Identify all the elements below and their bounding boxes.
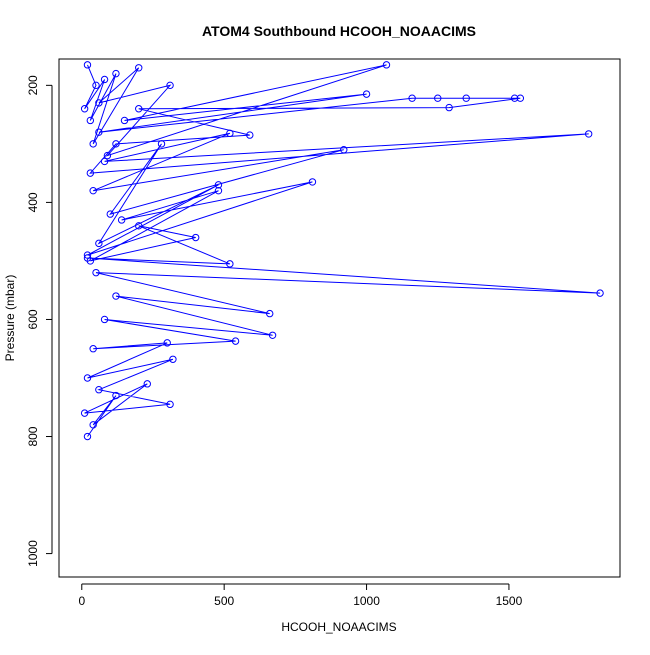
data-point	[143, 380, 151, 388]
data-point	[362, 90, 371, 98]
chart-title: ATOM4 Southbound HCOOH_NOAACIMS	[202, 23, 476, 39]
data-point	[226, 129, 234, 138]
y-tick-label: 600	[26, 309, 40, 329]
x-tick-label: 0	[78, 594, 85, 608]
y-axis: 200 400 600 800 1000	[26, 75, 53, 567]
data-point	[83, 61, 92, 69]
data-point	[95, 386, 103, 394]
y-tick-label: 200	[26, 75, 40, 95]
data-point	[268, 331, 277, 339]
data-point	[83, 374, 92, 382]
x-tick-label: 500	[214, 594, 234, 608]
data-point	[89, 186, 97, 195]
data-point	[266, 309, 274, 318]
data-point	[92, 81, 100, 90]
data-point	[103, 151, 112, 160]
data-point	[382, 61, 391, 69]
data-point	[135, 105, 143, 113]
data-point	[246, 131, 254, 139]
data-point	[83, 251, 92, 259]
data-point	[92, 268, 100, 277]
data-point	[112, 292, 120, 300]
data-point	[596, 289, 604, 297]
data-point	[157, 140, 166, 148]
series-line	[84, 64, 601, 437]
data-point	[89, 345, 97, 353]
data-point	[86, 169, 95, 177]
data-point	[100, 75, 109, 84]
data-point	[112, 140, 120, 148]
data-point	[89, 140, 97, 148]
data-point	[112, 69, 120, 78]
x-tick-label: 1500	[496, 594, 523, 608]
data-point	[112, 391, 120, 400]
data-point	[95, 128, 103, 136]
data-point	[83, 432, 92, 441]
data-point	[445, 103, 453, 112]
data-point	[95, 239, 103, 248]
data-point	[80, 409, 89, 417]
data-point	[80, 105, 89, 113]
data-point	[163, 339, 171, 347]
data-point	[191, 233, 200, 242]
data-point	[86, 116, 95, 125]
data-point	[95, 99, 103, 107]
data-point	[166, 81, 174, 90]
y-axis-label: Pressure (mbar)	[3, 275, 17, 362]
data-point	[510, 94, 519, 102]
plot-frame	[58, 58, 621, 578]
x-axis-label: HCOOH_NOAACIMS	[281, 620, 396, 634]
y-tick-label: 800	[26, 426, 40, 446]
data-point	[434, 94, 442, 102]
data-point	[226, 260, 234, 268]
x-tick-label: 1000	[353, 594, 380, 608]
data-point	[214, 186, 223, 195]
data-point	[106, 210, 114, 218]
data-point	[100, 315, 109, 324]
data-point	[231, 337, 240, 345]
data-point	[135, 222, 143, 230]
x-axis: 0 500 1000 1500	[78, 583, 523, 608]
data-point	[340, 146, 348, 154]
data-point	[584, 130, 593, 138]
data-point	[120, 116, 129, 125]
data-point	[308, 178, 317, 186]
data-point	[83, 254, 92, 262]
data-point	[135, 64, 143, 72]
data-point	[516, 94, 525, 102]
y-tick-label: 1000	[26, 540, 40, 567]
y-tick-label: 400	[26, 192, 40, 212]
data-point	[169, 355, 177, 363]
data-point	[462, 94, 470, 102]
data-point	[166, 400, 174, 409]
series-layer	[80, 61, 604, 441]
data-point	[117, 216, 126, 224]
data-point	[214, 181, 223, 189]
data-point	[408, 94, 416, 102]
data-point	[100, 157, 109, 166]
data-point	[89, 421, 97, 429]
